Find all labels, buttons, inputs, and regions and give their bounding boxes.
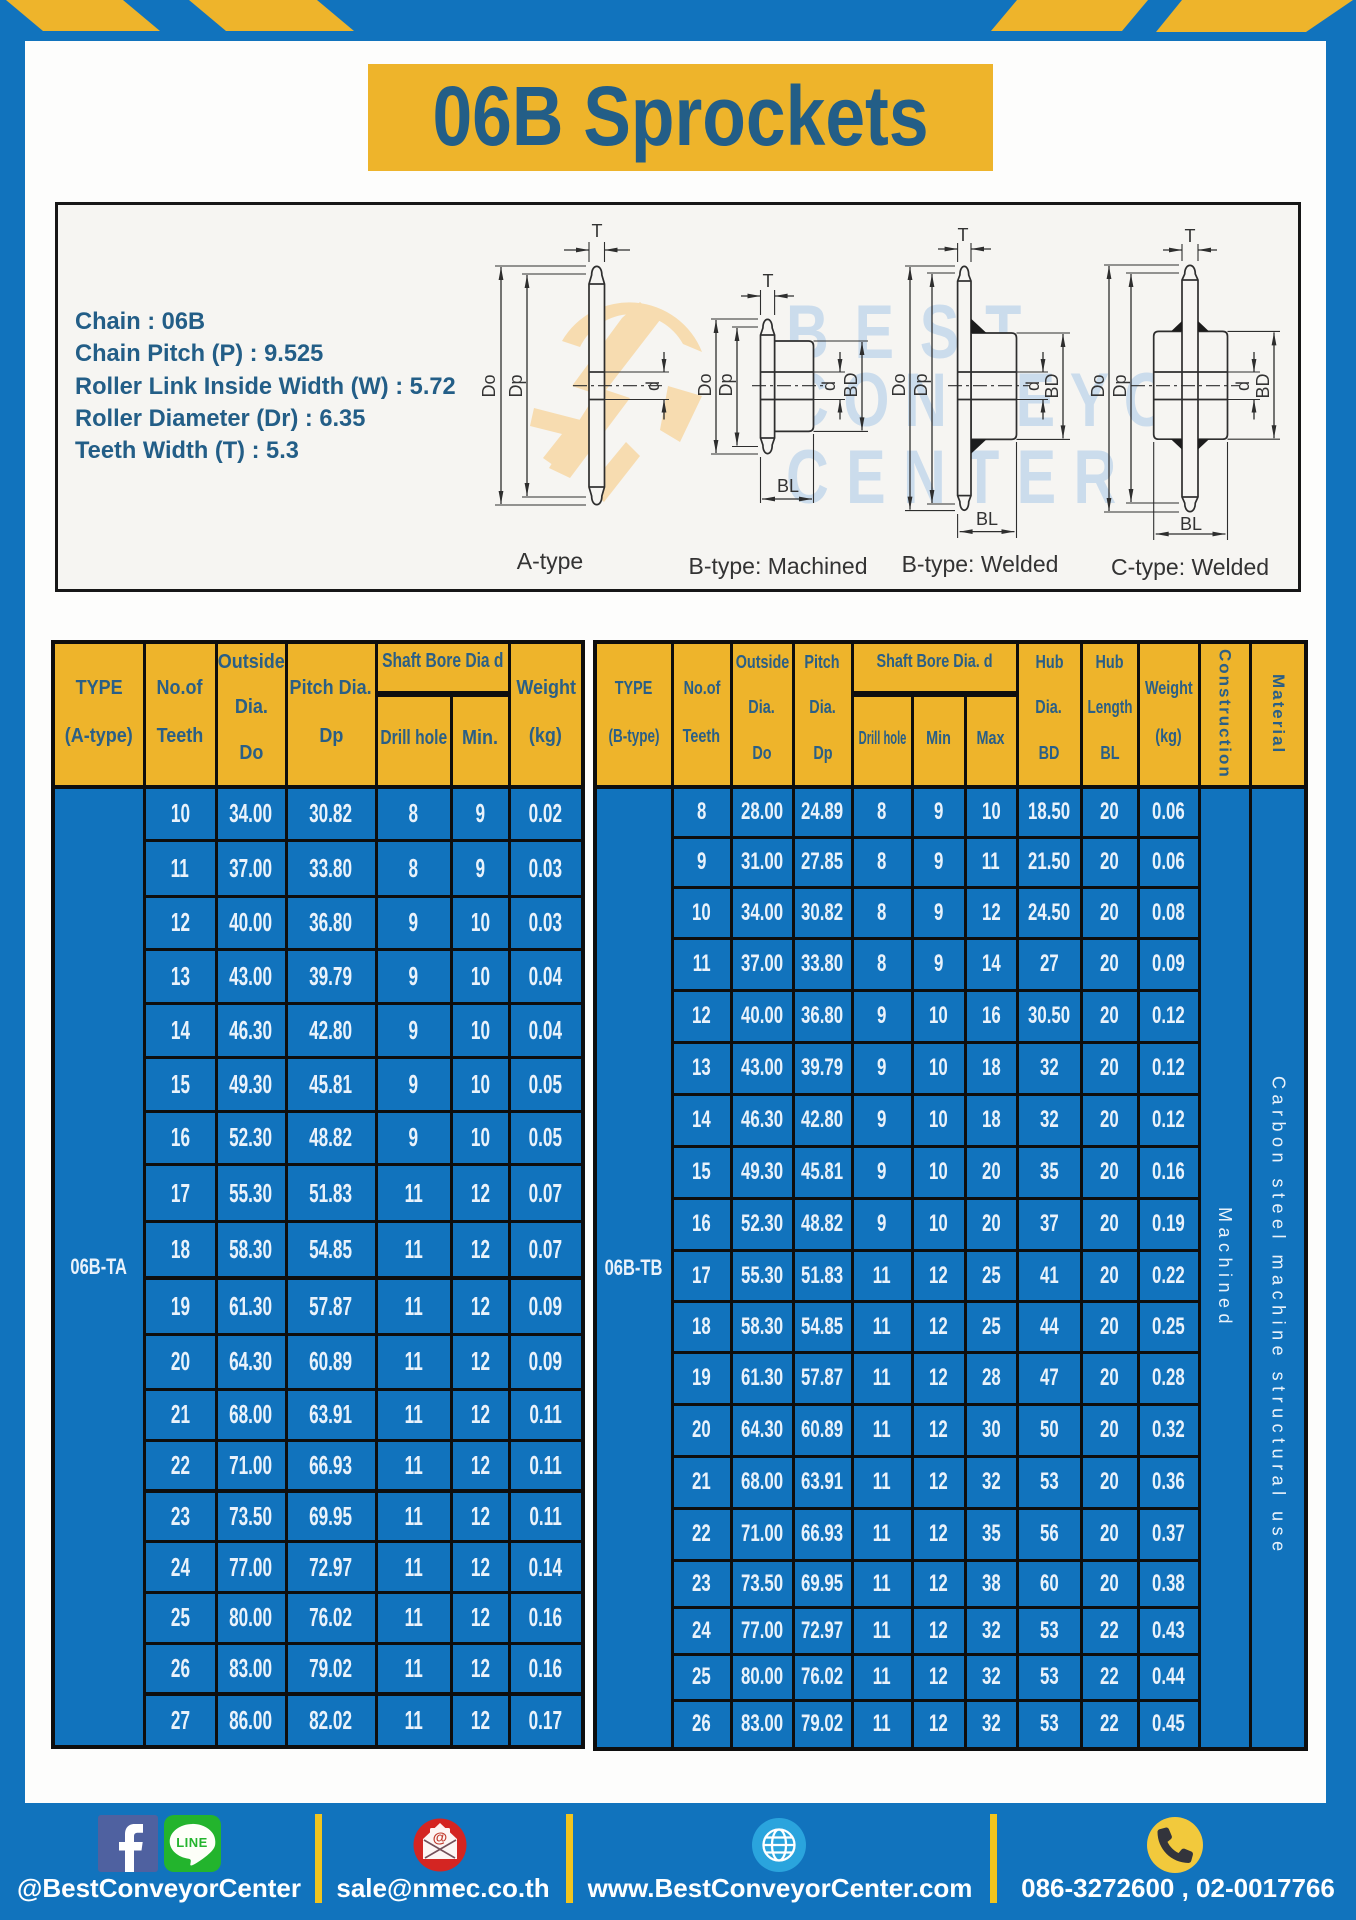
svg-text:T: T: [1185, 226, 1196, 246]
svg-text:T: T: [958, 225, 969, 245]
svg-text:B-type: Welded: B-type: Welded: [902, 551, 1059, 577]
svg-text:T: T: [763, 271, 774, 291]
svg-text:d: d: [1023, 381, 1043, 391]
svg-text:Do: Do: [1088, 374, 1108, 397]
svg-text:BL: BL: [976, 509, 998, 529]
svg-text:@: @: [433, 1830, 448, 1847]
svg-text:BL: BL: [777, 476, 799, 496]
svg-text:d: d: [819, 381, 839, 391]
svg-text:BD: BD: [1253, 373, 1273, 398]
svg-text:d: d: [643, 381, 663, 391]
svg-text:Dp: Dp: [911, 373, 931, 396]
svg-text:Do: Do: [695, 373, 715, 396]
svg-text:Dp: Dp: [1110, 374, 1130, 397]
svg-text:Dp: Dp: [716, 373, 736, 396]
svg-text:d: d: [1233, 381, 1253, 391]
svg-text:B-type: Machined: B-type: Machined: [689, 553, 868, 579]
svg-text:T: T: [592, 221, 603, 241]
svg-text:BD: BD: [841, 372, 861, 397]
svg-text:C-type: Welded: C-type: Welded: [1111, 554, 1269, 580]
svg-text:Dp: Dp: [506, 374, 526, 397]
svg-text:BD: BD: [1042, 373, 1062, 398]
svg-text:LINE: LINE: [176, 1835, 208, 1850]
svg-text:Do: Do: [479, 374, 499, 397]
svg-text:BL: BL: [1180, 514, 1202, 534]
svg-text:A-type: A-type: [517, 548, 583, 574]
svg-text:Do: Do: [889, 373, 909, 396]
svg-text:CENTER: CENTER: [786, 435, 1134, 520]
